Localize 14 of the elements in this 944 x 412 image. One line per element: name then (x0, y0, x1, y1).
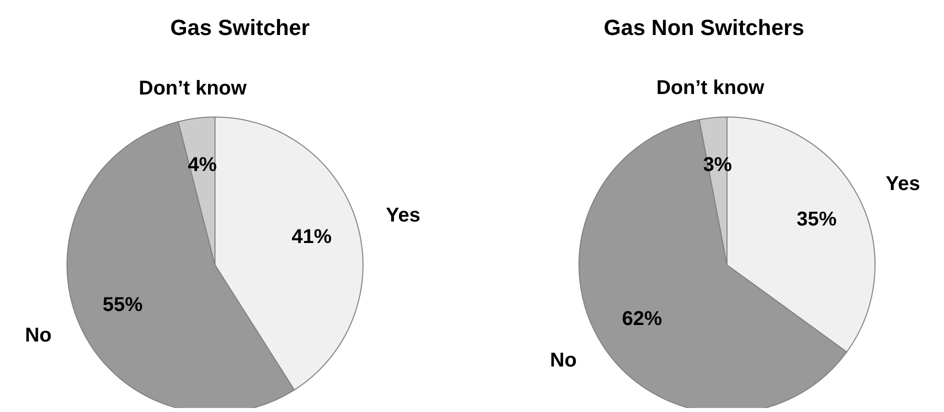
chart-title: Gas Non Switchers (602, 14, 806, 42)
data-label: 3% (703, 154, 732, 176)
chart-title: Gas Switcher (169, 14, 311, 42)
slice-label: No (550, 349, 577, 372)
slice-label: Yes (386, 204, 420, 226)
slice-label: No (24, 324, 52, 347)
slice-label: Don’t know (656, 76, 765, 99)
data-label: 4% (188, 154, 218, 176)
data-label: 55% (102, 294, 143, 316)
data-label: 62% (622, 308, 662, 330)
slice-label: Yes (886, 173, 920, 196)
data-label: 35% (796, 208, 837, 230)
slice-label: Don’t know (138, 77, 248, 100)
data-label: 41% (292, 226, 332, 248)
